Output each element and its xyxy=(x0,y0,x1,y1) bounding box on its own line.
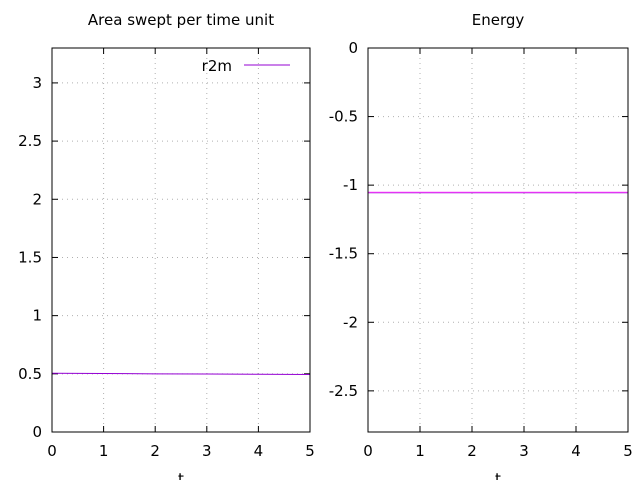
energy-y-tick-label: -2.5 xyxy=(329,382,358,400)
legend: r2m xyxy=(202,57,290,75)
area-swept-y-tick-label: 2 xyxy=(32,190,42,208)
area-swept-x-tick-label: 5 xyxy=(305,442,315,460)
area-swept-chart-title: Area swept per time unit xyxy=(88,11,274,29)
energy-x-tick-label: 1 xyxy=(415,442,425,460)
energy-y-tick-label: -1 xyxy=(343,176,358,194)
energy-ticks: 0 1 2 3 4 5 0 -0.5 -1 -1.5 -2 -2.5 xyxy=(329,39,633,460)
area-swept-y-tick-label: 1.5 xyxy=(18,248,42,266)
area-swept-x-tick-label: 1 xyxy=(99,442,109,460)
area-swept-y-tick-label: 0 xyxy=(32,423,42,441)
energy-x-tick-label: 4 xyxy=(571,442,581,460)
area-swept-y-tick-label: 0.5 xyxy=(18,365,42,383)
energy-y-tick-label: -1.5 xyxy=(329,245,358,263)
energy-y-tick-label: -2 xyxy=(343,313,358,331)
energy-x-axis-label: t xyxy=(495,470,501,480)
area-swept-x-axis-label: t xyxy=(178,470,184,480)
area-swept-plot-border xyxy=(51,47,311,433)
energy-x-tick-label: 5 xyxy=(623,442,633,460)
area-swept-grid xyxy=(52,48,310,432)
area-swept-x-tick-label: 3 xyxy=(202,442,212,460)
area-swept-x-tick-label: 0 xyxy=(47,442,57,460)
energy-y-tick-label: 0 xyxy=(348,39,358,57)
area-swept-y-tick-label: 1 xyxy=(32,307,42,325)
area-swept-series xyxy=(51,372,311,376)
area-swept-y-tick-label: 2.5 xyxy=(18,132,42,150)
area-swept-ticks: 0 1 2 3 4 5 0 0.5 1 1.5 2 2.5 3 xyxy=(18,48,315,460)
energy-y-tick-label: -0.5 xyxy=(329,108,358,126)
energy-panel: Energy 0 1 2 3 4 5 0 -0.5 -1 -1.5 -2 -2.5 t xyxy=(329,11,633,480)
area-swept-x-tick-label: 2 xyxy=(150,442,160,460)
energy-plot-border xyxy=(367,47,629,433)
legend-label-r2m: r2m xyxy=(202,57,232,75)
area-swept-y-tick-label: 3 xyxy=(32,74,42,92)
area-swept-series-line-0 xyxy=(51,372,311,376)
energy-grid xyxy=(368,48,628,432)
area-swept-x-tick-label: 4 xyxy=(254,442,264,460)
energy-chart-title: Energy xyxy=(472,11,525,29)
energy-x-tick-label: 3 xyxy=(519,442,529,460)
energy-x-tick-label: 0 xyxy=(363,442,373,460)
area-swept-panel: Area swept per time unit 0 1 2 3 4 5 0 0.5 1 1.5 2… xyxy=(18,11,315,480)
energy-x-tick-label: 2 xyxy=(467,442,477,460)
